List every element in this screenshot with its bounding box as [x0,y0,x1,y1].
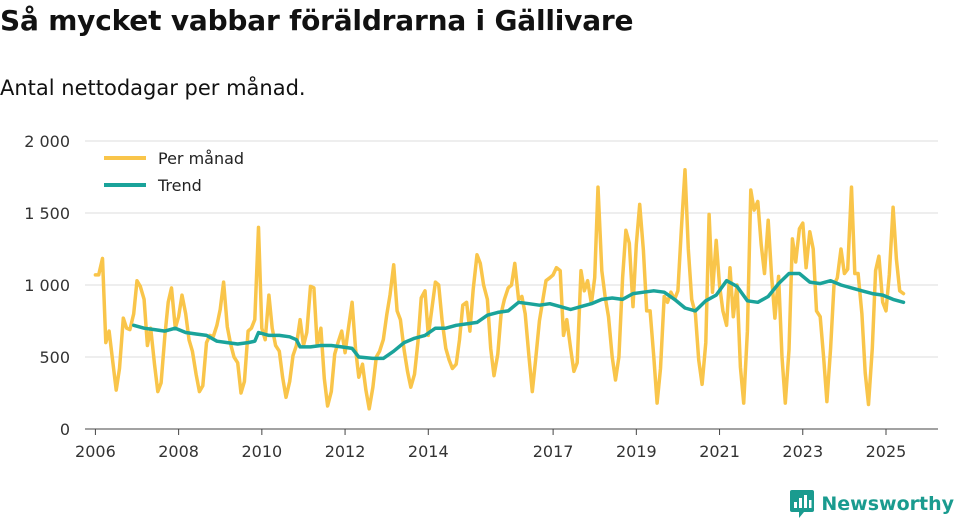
x-axis: 2006 2008 2010 2012 2014 2017 2019 2021 2023 2025 [75,428,938,461]
legend-label: Per månad [158,149,244,168]
x-tick-label: 2023 [782,442,823,461]
y-tick-label: 1 000 [24,276,70,295]
series-line-trend [131,271,906,361]
grid-lines [85,140,938,358]
series-lines [93,168,906,411]
x-tick-label: 2017 [533,442,574,461]
y-tick-label: 1 500 [24,204,70,223]
chart-subtitle: Antal nettodagar per månad. [0,76,306,100]
y-tick-label: 2 000 [24,132,70,151]
line-chart: 0 500 1 000 1 500 2 000 2006 2008 2010 2012 2014… [24,132,938,461]
x-tick-label: 2025 [866,442,907,461]
x-tick-label: 2012 [325,442,366,461]
x-tick-label: 2019 [616,442,657,461]
y-tick-label: 0 [60,420,70,439]
x-tick-label: 2006 [75,442,116,461]
brand-name: Newsworthy [821,493,954,515]
y-axis: 0 500 1 000 1 500 2 000 [24,132,70,439]
series-line-per-manad [93,168,906,411]
chart-title: Så mycket vabbar föräldrarna i Gällivare [0,4,634,37]
x-tick-label: 2010 [241,442,282,461]
x-tick-label: 2021 [699,442,740,461]
newsworthy-brand: Newsworthy [789,489,954,519]
y-tick-label: 500 [39,348,70,367]
legend-label: Trend [157,176,202,195]
x-tick-label: 2014 [408,442,449,461]
legend: Per månad Trend [104,149,244,195]
x-tick-label: 2008 [158,442,199,461]
bar-chart-speech-bubble-icon [790,490,815,518]
